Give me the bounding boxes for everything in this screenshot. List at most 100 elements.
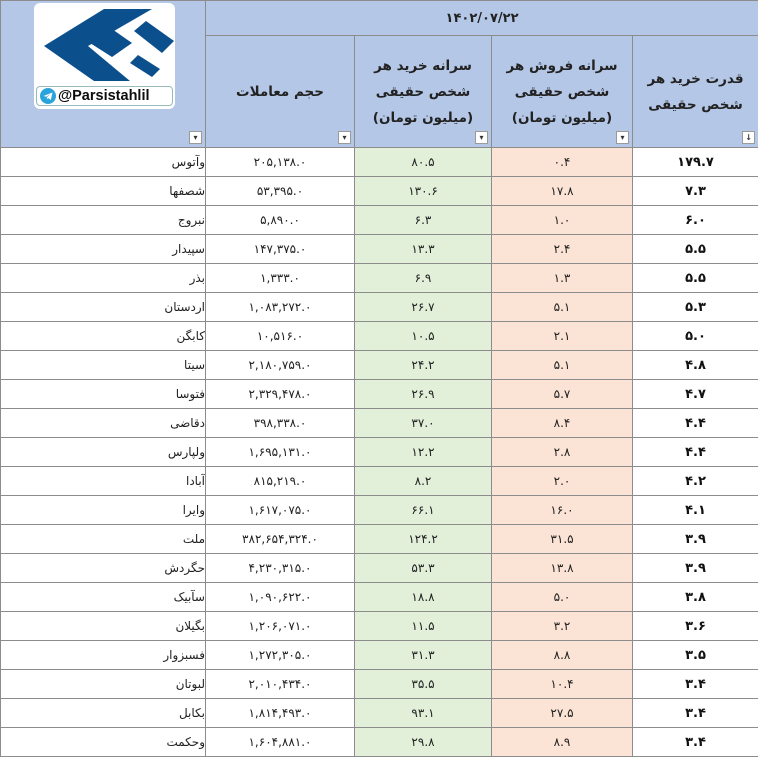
- filter-dropdown-button[interactable]: ▾: [338, 131, 351, 144]
- volume-cell: ۸۱۵,۲۱۹.۰: [206, 467, 355, 496]
- parsistahlil-logo: @Parsistahlil: [34, 3, 175, 109]
- buying-power-cell: ۴.۴: [633, 409, 758, 438]
- buy-per-capita-cell: ۶.۹: [355, 264, 492, 293]
- sell-per-capita-cell: ۸.۴: [492, 409, 633, 438]
- column-header-buy: سرانه خرید هر شخص حقیقی (میلیون تومان) ▾: [355, 36, 492, 148]
- sell-per-capita-cell: ۸.۸: [492, 641, 633, 670]
- symbol-cell: ولپارس: [1, 438, 206, 467]
- symbol-cell: دقاضی: [1, 409, 206, 438]
- buy-per-capita-cell: ۳۱.۳: [355, 641, 492, 670]
- buying-power-cell: ۴.۴: [633, 438, 758, 467]
- volume-cell: ۱,۶۱۷,۰۷۵.۰: [206, 496, 355, 525]
- buying-power-cell: ۵.۵: [633, 235, 758, 264]
- buy-per-capita-cell: ۱۳۰.۶: [355, 177, 492, 206]
- buying-power-cell: ۳.۹: [633, 525, 758, 554]
- buying-power-cell: ۳.۶: [633, 612, 758, 641]
- buying-power-cell: ۳.۴: [633, 728, 758, 757]
- volume-cell: ۵,۸۹۰.۰: [206, 206, 355, 235]
- volume-cell: ۱۰,۵۱۶.۰: [206, 322, 355, 351]
- symbol-cell: وآتوس: [1, 148, 206, 177]
- symbol-cell: حگردش: [1, 554, 206, 583]
- buying-power-cell: ۷.۳: [633, 177, 758, 206]
- volume-cell: ۲۰۵,۱۳۸.۰: [206, 148, 355, 177]
- sell-per-capita-cell: ۱.۰: [492, 206, 633, 235]
- buying-power-cell: ۴.۱: [633, 496, 758, 525]
- date-header: ۱۴۰۲/۰۷/۲۲: [206, 1, 758, 36]
- buying-power-cell: ۳.۸: [633, 583, 758, 612]
- sell-per-capita-cell: ۱۶.۰: [492, 496, 633, 525]
- buying-power-cell: ۳.۴: [633, 699, 758, 728]
- column-header-power: قدرت خرید هر شخص حقیقی ↓: [633, 36, 758, 148]
- symbol-cell: سپیدار: [1, 235, 206, 264]
- column-header-sell: سرانه فروش هر شخص حقیقی (میلیون تومان) ▾: [492, 36, 633, 148]
- sell-per-capita-cell: ۱۰.۴: [492, 670, 633, 699]
- sell-per-capita-cell: ۳۱.۵: [492, 525, 633, 554]
- sell-per-capita-cell: ۸.۹: [492, 728, 633, 757]
- volume-cell: ۱۴۷,۳۷۵.۰: [206, 235, 355, 264]
- buy-per-capita-cell: ۳۵.۵: [355, 670, 492, 699]
- symbol-cell: سآبیک: [1, 583, 206, 612]
- date-row: @Parsistahlil ▾ ۱۴۰۲/۰۷/۲۲: [1, 1, 758, 36]
- buying-power-cell: ۴.۷: [633, 380, 758, 409]
- buy-per-capita-cell: ۱۲۴.۲: [355, 525, 492, 554]
- buying-power-cell: ۴.۸: [633, 351, 758, 380]
- column-header-label: سرانه فروش هر شخص حقیقی (میلیون تومان): [492, 53, 632, 131]
- symbol-cell: سیتا: [1, 351, 206, 380]
- volume-cell: ۲,۱۸۰,۷۵۹.۰: [206, 351, 355, 380]
- volume-cell: ۱,۲۰۶,۰۷۱.۰: [206, 612, 355, 641]
- buy-per-capita-cell: ۹۳.۱: [355, 699, 492, 728]
- sell-per-capita-cell: ۰.۴: [492, 148, 633, 177]
- buy-per-capita-cell: ۲۴.۲: [355, 351, 492, 380]
- column-header-volume: حجم معاملات ▾: [206, 36, 355, 148]
- filter-dropdown-button[interactable]: ▾: [475, 131, 488, 144]
- buy-per-capita-cell: ۶۶.۱: [355, 496, 492, 525]
- spreadsheet: @Parsistahlil ▾ ۱۴۰۲/۰۷/۲۲ حجم معاملات ▾…: [0, 0, 758, 738]
- symbol-cell: کابگن: [1, 322, 206, 351]
- symbol-cell: لبوتان: [1, 670, 206, 699]
- buy-per-capita-cell: ۶.۳: [355, 206, 492, 235]
- buying-power-cell: ۵.۰: [633, 322, 758, 351]
- sell-per-capita-cell: ۱۳.۸: [492, 554, 633, 583]
- symbol-cell: نبروج: [1, 206, 206, 235]
- sell-per-capita-cell: ۵.۱: [492, 293, 633, 322]
- symbol-cell: فسبزوار: [1, 641, 206, 670]
- buying-power-cell: ۳.۹: [633, 554, 758, 583]
- volume-cell: ۲,۳۲۹,۴۷۸.۰: [206, 380, 355, 409]
- telegram-icon: [40, 88, 56, 104]
- buying-power-cell: ۶.۰: [633, 206, 758, 235]
- symbol-cell: فتوسا: [1, 380, 206, 409]
- symbol-cell: آبادا: [1, 467, 206, 496]
- sell-per-capita-cell: ۳.۲: [492, 612, 633, 641]
- symbol-cell: وحکمت: [1, 728, 206, 757]
- symbol-cell: اردستان: [1, 293, 206, 322]
- volume-cell: ۲,۰۱۰,۴۳۴.۰: [206, 670, 355, 699]
- volume-cell: ۱,۶۹۵,۱۳۱.۰: [206, 438, 355, 467]
- buying-power-cell: ۵.۳: [633, 293, 758, 322]
- sell-per-capita-cell: ۲.۰: [492, 467, 633, 496]
- buying-power-cell: ۵.۵: [633, 264, 758, 293]
- symbol-cell: شصفها: [1, 177, 206, 206]
- volume-cell: ۱,۶۰۴,۸۸۱.۰: [206, 728, 355, 757]
- sort-filter-button[interactable]: ↓: [742, 131, 755, 144]
- sell-per-capita-cell: ۵.۱: [492, 351, 633, 380]
- handle-text: @Parsistahlil: [58, 88, 150, 105]
- volume-cell: ۴,۲۳۰,۳۱۵.۰: [206, 554, 355, 583]
- filter-dropdown-button[interactable]: ▾: [616, 131, 629, 144]
- sell-per-capita-cell: ۲۷.۵: [492, 699, 633, 728]
- buy-per-capita-cell: ۸.۲: [355, 467, 492, 496]
- buy-per-capita-cell: ۵۳.۳: [355, 554, 492, 583]
- filter-dropdown-button[interactable]: ▾: [189, 131, 202, 144]
- sell-per-capita-cell: ۲.۴: [492, 235, 633, 264]
- buy-per-capita-cell: ۱۱.۵: [355, 612, 492, 641]
